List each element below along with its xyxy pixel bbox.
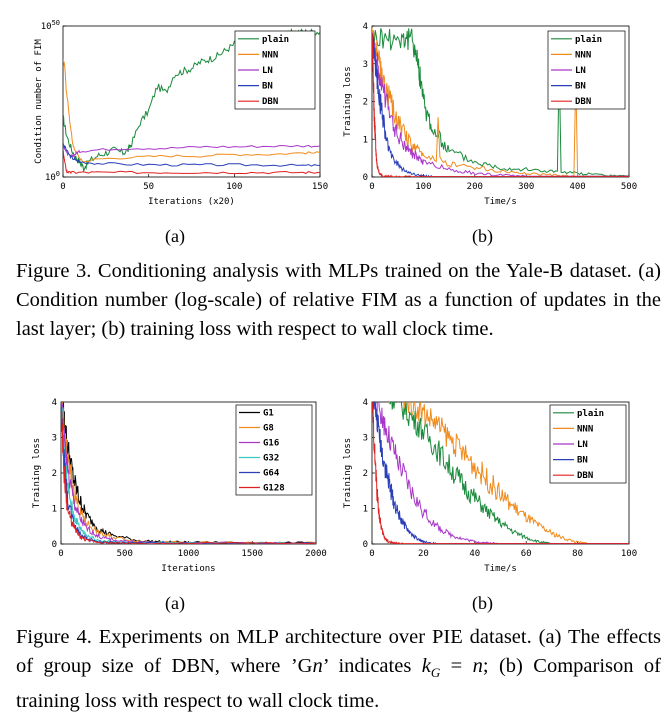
fig4b-sublabel: (b) bbox=[472, 593, 493, 613]
fig3b-ytick-label: 3 bbox=[363, 60, 368, 70]
fig4a-xtick-label: 2000 bbox=[305, 549, 327, 559]
fig4b-ylabel: Training loss bbox=[343, 438, 353, 508]
fig4b-ytick-label: 0 bbox=[363, 540, 368, 550]
fig3a-xtick-label: 50 bbox=[143, 182, 154, 192]
fig3b-chart: 0 100 200 300 400 500 0 1 2 3 4 Time/s Training loss… bbox=[343, 22, 637, 207]
fig4b-xtick-label: 60 bbox=[521, 549, 532, 559]
fig4b-xtick-label: 80 bbox=[572, 549, 583, 559]
fig3b-xtick-label: 500 bbox=[621, 182, 637, 192]
fig4a-ylabel: Training loss bbox=[32, 438, 42, 508]
fig3a-xlabel: Iterations (x20) bbox=[148, 197, 235, 207]
fig3a-series-NNN bbox=[63, 59, 320, 163]
fig3b-legend: plain NNN LN BN DBN bbox=[547, 30, 626, 110]
fig4a-ytick-label: 1 bbox=[52, 505, 57, 515]
fig4b-xtick-label: 20 bbox=[418, 549, 429, 559]
fig3a-legend-label-NNN: NNN bbox=[262, 50, 278, 60]
fig4b-legend-label-BN: BN bbox=[577, 456, 588, 466]
fig4a-ytick-label: 0 bbox=[52, 540, 57, 550]
fig3b-xlabel: Time/s bbox=[484, 197, 517, 207]
fig3b-series-LN bbox=[372, 34, 629, 177]
fig3a-xtick-label: 0 bbox=[60, 182, 65, 192]
fig4b-series-BN bbox=[372, 402, 629, 544]
fig4a-xlabel: Iterations bbox=[161, 564, 215, 574]
figure-4-plots: 0 500 1000 1500 200001234IterationsTraining … bbox=[32, 398, 637, 574]
fig3b-ylabel: Training loss bbox=[343, 66, 353, 136]
fig3b-sublabel: (b) bbox=[472, 226, 493, 246]
fig3a-series-DBN bbox=[63, 149, 320, 175]
fig4b-ytick-label: 2 bbox=[363, 469, 368, 479]
fig3a-legend-label-plain: plain bbox=[262, 34, 289, 45]
fig4b-series-NNN bbox=[388, 402, 629, 544]
fig3a-sublabel: (a) bbox=[165, 226, 185, 246]
fig4b-ytick-label: 1 bbox=[363, 505, 368, 515]
fig3b-ytick-label: 2 bbox=[363, 98, 368, 108]
fig4a-ytick-label: 2 bbox=[52, 469, 57, 479]
fig4a-ytick-label: 3 bbox=[52, 434, 57, 444]
fig3a-ylabel: Condition number of FIM bbox=[34, 39, 44, 164]
fig4a-sublabel: (a) bbox=[165, 593, 185, 613]
fig3b-series-BN bbox=[372, 32, 629, 177]
fig4a-legend-label-G32: G32 bbox=[263, 454, 279, 464]
fig3a-chart: 0 50 100 150 100 1050 Iterations (x20) Conditio… bbox=[34, 19, 328, 207]
fig3a-legend-label-DBN: DBN bbox=[262, 97, 278, 107]
fig4a-series-G128 bbox=[61, 402, 316, 544]
fig3b-xtick-label: 200 bbox=[467, 182, 483, 192]
fig3b-legend-label-plain: plain bbox=[575, 34, 602, 45]
fig3a-legend-label-BN: BN bbox=[262, 82, 273, 92]
fig3a-legend: plain NNN LN BN DBN bbox=[234, 30, 316, 110]
fig3a-legend-label-LN: LN bbox=[262, 66, 273, 76]
fig4b-chart: 0 20 40 60 80 100 0 1 2 3 4 Time/s Training loss plai… bbox=[343, 398, 637, 574]
fig3a-series-BN bbox=[63, 142, 320, 167]
fig3a-ytick-label: 100 bbox=[45, 170, 60, 183]
fig4b-legend: plain NNN LN BN DBN bbox=[549, 404, 627, 484]
fig4a-chart: 0 500 1000 1500 2000 0 1 2 3 4 Iterations Training … bbox=[32, 398, 327, 574]
fig4b-series-plain bbox=[373, 402, 629, 544]
fig3a-xtick-label: 150 bbox=[312, 182, 328, 192]
fig3b-series-plain bbox=[372, 28, 629, 177]
fig4b-xtick-label: 0 bbox=[369, 549, 374, 559]
fig3b-ytick-label: 1 bbox=[363, 135, 368, 145]
fig4b-xtick-label: 40 bbox=[469, 549, 480, 559]
fig4b-xlabel: Time/s bbox=[484, 564, 517, 574]
fig4a-xtick-label: 1000 bbox=[178, 549, 200, 559]
fig4a-xtick-label: 1500 bbox=[241, 549, 263, 559]
fig3b-xtick-label: 0 bbox=[369, 182, 374, 192]
fig3b-xtick-label: 300 bbox=[518, 182, 534, 192]
fig4b-ytick-label: 3 bbox=[363, 434, 368, 444]
fig4a-xtick-label: 0 bbox=[58, 549, 63, 559]
fig4a-xtick-label: 500 bbox=[117, 549, 133, 559]
fig3b-ytick-label: 0 bbox=[363, 173, 368, 183]
figure-3-caption: Figure 3. Conditioning analysis with MLP… bbox=[16, 260, 661, 340]
fig4a-legend-box bbox=[235, 404, 313, 496]
fig4b-legend-label-DBN: DBN bbox=[577, 471, 593, 481]
fig4b-ytick-label: 4 bbox=[363, 398, 368, 408]
fig4b-legend-label-NNN: NNN bbox=[577, 424, 593, 434]
fig4b-series-DBN bbox=[372, 402, 629, 544]
fig3a-ytick-label: 1050 bbox=[41, 19, 60, 32]
fig4b-series-LN bbox=[374, 402, 629, 544]
fig4a-legend-label-G16: G16 bbox=[263, 439, 279, 449]
figure-4-caption: Figure 4. Experiments on MLP architectur… bbox=[16, 626, 661, 713]
fig4a-legend: G1 G8 G16 G32 G64 G128 bbox=[235, 404, 313, 496]
fig4b-legend-label-plain: plain bbox=[577, 408, 604, 419]
fig4a-legend-label-G64: G64 bbox=[263, 469, 280, 479]
fig3b-series-DBN bbox=[372, 33, 629, 177]
fig4b-legend-label-LN: LN bbox=[577, 440, 588, 450]
fig4b-xtick-label: 100 bbox=[621, 549, 637, 559]
fig3b-legend-label-DBN: DBN bbox=[575, 97, 591, 107]
fig3b-xtick-label: 400 bbox=[569, 182, 585, 192]
fig3b-legend-label-LN: LN bbox=[575, 66, 586, 76]
fig3a-xtick-label: 100 bbox=[226, 182, 242, 192]
fig3b-ytick-label: 4 bbox=[363, 22, 368, 32]
fig3b-legend-label-BN: BN bbox=[575, 82, 586, 92]
fig3b-legend-label-NNN: NNN bbox=[575, 50, 591, 60]
fig4a-legend-label-G128: G128 bbox=[263, 484, 285, 494]
fig3b-xtick-label: 100 bbox=[415, 182, 431, 192]
fig4a-ytick-label: 4 bbox=[52, 398, 57, 408]
fig4a-legend-label-G1: G1 bbox=[263, 409, 274, 419]
fig4a-legend-label-G8: G8 bbox=[263, 424, 274, 434]
